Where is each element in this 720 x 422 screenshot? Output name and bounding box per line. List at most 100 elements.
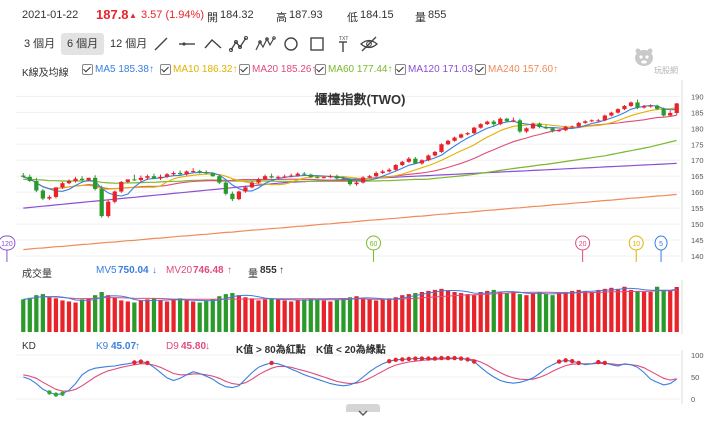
candle — [583, 120, 588, 124]
candle — [498, 117, 503, 126]
volume-bar — [354, 296, 359, 332]
candle-body — [93, 177, 98, 189]
y-tick-label: 190 — [691, 92, 704, 101]
k-overbought-dot — [439, 355, 444, 361]
candle-body — [158, 176, 163, 179]
kd-chart[interactable]: 0 50 100 — [0, 350, 720, 404]
candle-body — [367, 176, 372, 178]
volume-bar — [668, 290, 673, 332]
range-3m-button[interactable]: 3 個月 — [24, 38, 56, 50]
high-label: 高 — [276, 12, 287, 24]
volume-bar — [158, 300, 163, 332]
quote-change: 3.57 (1.94%) — [141, 9, 204, 21]
line-icon[interactable] — [150, 33, 172, 55]
ma120-legend: MA120 171.03↑ — [408, 64, 478, 75]
candle-body — [164, 174, 170, 177]
hide-icon[interactable] — [358, 33, 380, 55]
wave-pattern-2-icon[interactable] — [254, 33, 276, 55]
circle-icon[interactable] — [280, 33, 302, 55]
main-legend-title: K線及均線 — [22, 68, 69, 79]
candle — [302, 172, 307, 176]
k-overbought-dot — [465, 357, 470, 362]
candle-body — [387, 169, 392, 172]
candle-body — [27, 176, 32, 181]
candle-body — [556, 130, 562, 132]
candle — [243, 185, 248, 193]
candle-body — [191, 171, 196, 173]
ma-start-marker: 120 — [0, 235, 16, 262]
ma5-checkbox[interactable] — [82, 64, 93, 75]
candle-body — [498, 118, 503, 125]
k-oversold-dot — [60, 391, 65, 396]
candle — [341, 176, 346, 181]
candle — [635, 99, 640, 110]
volume-bar — [295, 300, 300, 332]
candle — [537, 122, 542, 129]
candle — [125, 179, 130, 184]
volume-bar — [374, 300, 379, 332]
volume-bar — [543, 294, 549, 332]
candle-body — [151, 176, 157, 179]
kd-tick-label: 50 — [691, 373, 699, 382]
candle-body — [47, 196, 52, 199]
candle — [112, 190, 117, 204]
candle-body — [648, 105, 653, 107]
candle — [204, 170, 209, 175]
k9-value: 45.07 — [111, 341, 137, 352]
ma240-line — [23, 193, 677, 251]
candle — [47, 195, 52, 201]
mv20-line — [23, 289, 677, 300]
logo-mascot-icon: 玩股網 — [635, 48, 678, 75]
mv20-arrow: ↑ — [227, 265, 232, 276]
volume-bar — [204, 300, 209, 332]
candle-body — [400, 161, 405, 166]
candle-body — [217, 176, 222, 183]
range-6m-button[interactable]: 6 個月 — [61, 33, 105, 55]
wave-pattern-icon[interactable] — [228, 33, 250, 55]
candle — [543, 125, 549, 130]
candle — [53, 187, 59, 199]
candle-body — [596, 120, 601, 122]
ma10-checkbox[interactable] — [160, 64, 171, 75]
candle-body — [197, 171, 202, 173]
volume-bar — [21, 299, 26, 332]
candle — [151, 173, 157, 180]
volume-bar — [151, 298, 157, 332]
ma-marker-badge — [654, 235, 668, 251]
text-icon[interactable]: TXT — [332, 33, 354, 55]
d9-line — [23, 357, 677, 392]
candle-body — [472, 127, 477, 134]
range-12m-button[interactable]: 12 個月 — [110, 38, 148, 50]
k-overbought-dot — [556, 359, 562, 364]
horizontal-line-icon[interactable] — [176, 33, 198, 55]
volume-bar — [367, 299, 372, 332]
rectangle-icon[interactable] — [306, 33, 328, 55]
candle — [413, 157, 418, 165]
volume-bar — [112, 297, 117, 332]
ma5-legend: MA5 185.38↑ — [95, 64, 154, 75]
kd-tick-label: 0 — [691, 395, 695, 404]
candle-body — [321, 177, 326, 179]
price-chart[interactable]: 櫃檯指數(TWO) 140 145 150 155 160 165 170 175 180 185… — [0, 80, 720, 262]
ma60-checkbox[interactable] — [315, 64, 326, 75]
candle-body — [86, 177, 91, 181]
polyline-icon[interactable] — [202, 33, 224, 55]
ma20-checkbox[interactable] — [239, 64, 250, 75]
candle — [472, 126, 477, 135]
volume-bar — [458, 293, 464, 332]
chevron-down-icon — [358, 410, 368, 416]
volume-bar — [269, 298, 274, 332]
volume-bar — [341, 298, 346, 332]
candle — [171, 171, 176, 176]
volume-chart[interactable] — [0, 280, 720, 334]
ma240-checkbox[interactable] — [475, 64, 486, 75]
candle — [517, 118, 523, 134]
collapse-handle[interactable] — [346, 404, 380, 416]
ma20-legend: MA20 185.26↑ — [252, 64, 317, 75]
candle — [249, 180, 255, 189]
candle — [217, 174, 222, 185]
candle-body — [530, 123, 536, 129]
ma120-checkbox[interactable] — [395, 64, 406, 75]
candle — [158, 174, 163, 181]
candle-body — [622, 105, 627, 110]
